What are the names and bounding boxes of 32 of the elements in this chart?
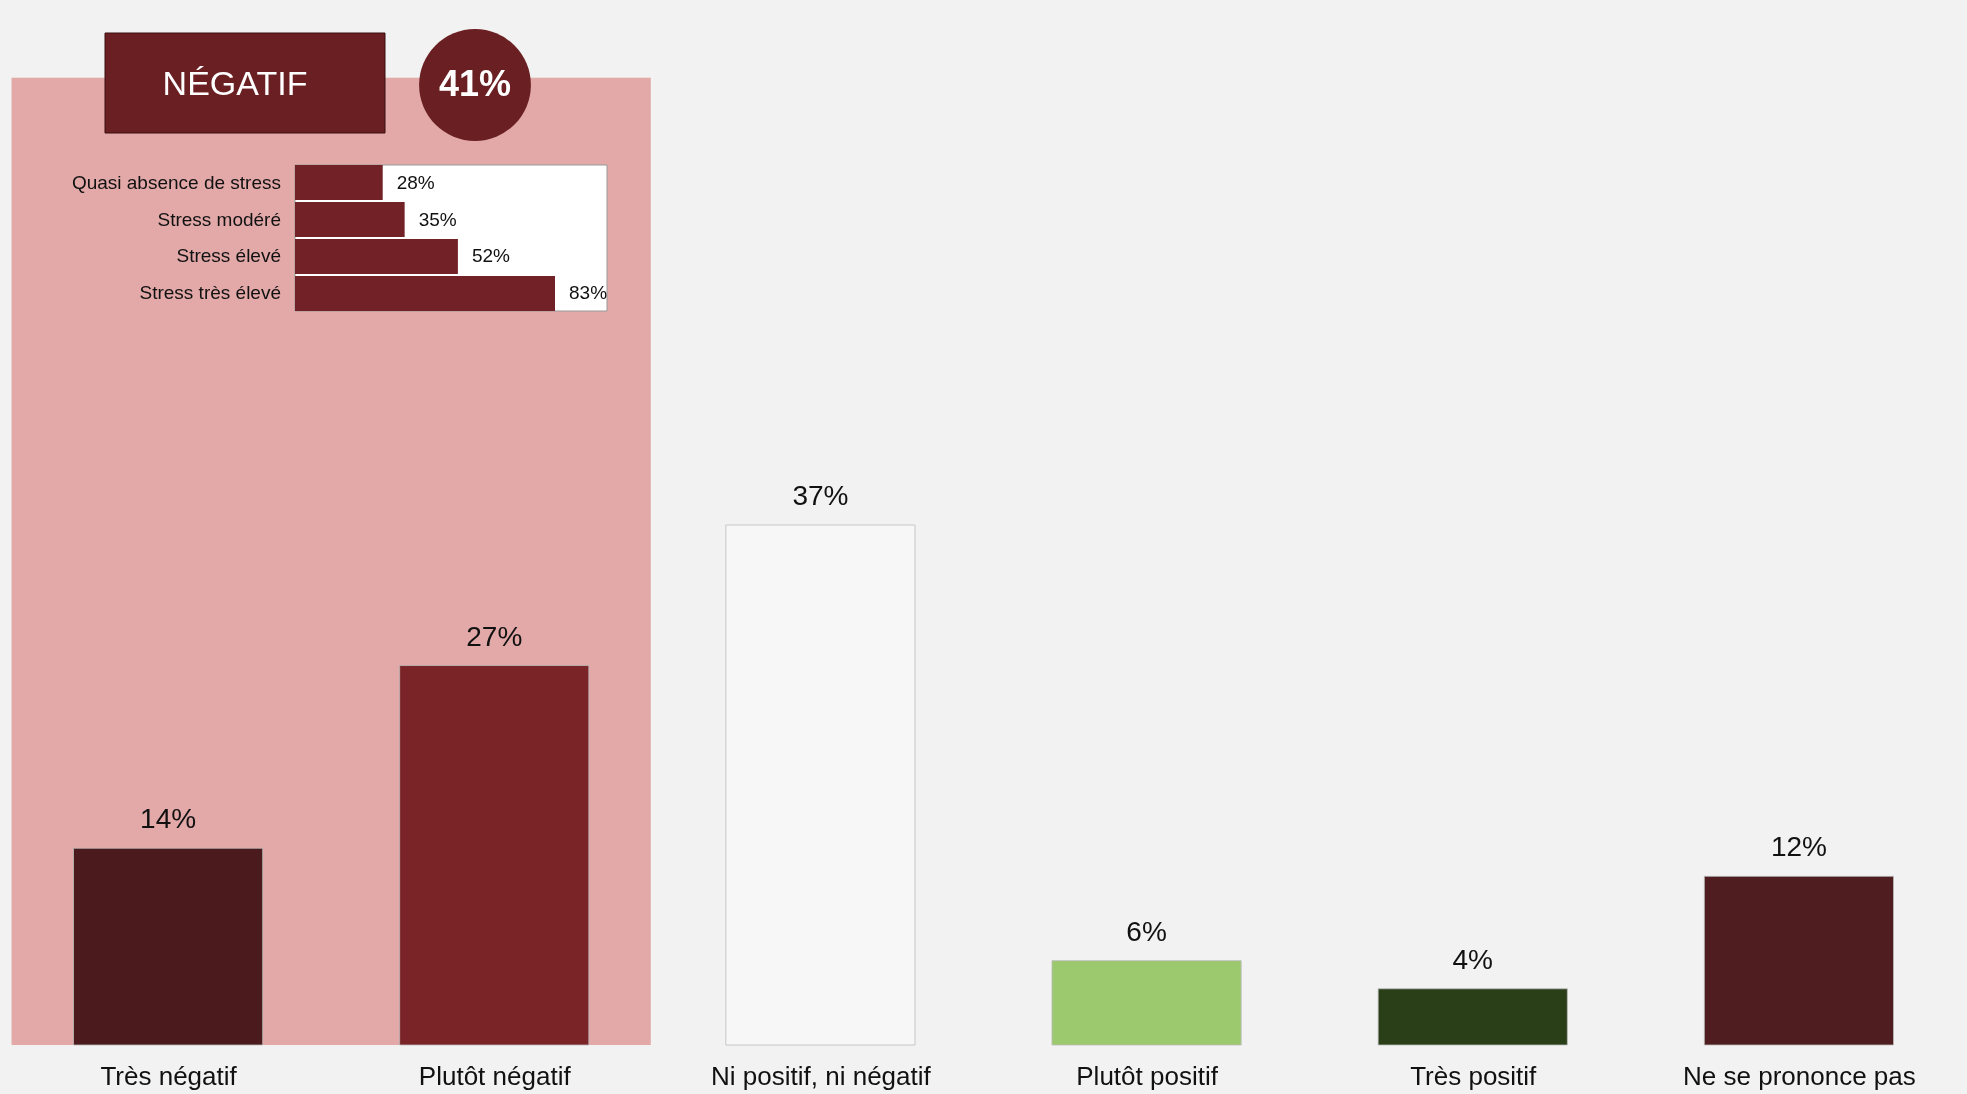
y-tick-label: Stress modéré [157, 208, 281, 230]
data-label: 14% [140, 803, 197, 835]
band-label: NÉGATIF [162, 64, 308, 102]
bar [295, 165, 383, 201]
bar [295, 238, 458, 275]
data-label: 28% [396, 172, 435, 194]
text: 41% [438, 63, 512, 104]
bar [725, 524, 916, 1046]
y-tick-label: Stress très élevé [139, 281, 281, 303]
bar [399, 665, 590, 1046]
x-tick-label: Très positif [1410, 1060, 1538, 1091]
y-tick-label: Stress élevé [176, 245, 281, 267]
data-label: 37% [792, 480, 849, 511]
x-tick-label: Très négatif [100, 1060, 238, 1091]
x-tick-label: Plutôt positif [1076, 1060, 1219, 1091]
data-label: 52% [471, 245, 511, 267]
data-label: 35% [418, 208, 457, 230]
data-label: 6% [1126, 915, 1167, 947]
y-tick-label: Quasi absence de stress [71, 172, 281, 194]
bar [295, 275, 555, 311]
data-label: 12% [1770, 831, 1827, 863]
x-tick-label: Ne se prononce pas [1683, 1060, 1916, 1091]
bar [1703, 875, 1894, 1046]
data-label: 4% [1452, 943, 1493, 975]
x-tick-label: Ni positif, ni négatif [711, 1060, 932, 1091]
data-label: 27% [466, 620, 523, 652]
data-label: 83% [569, 281, 608, 303]
bar [1051, 960, 1242, 1046]
bar [295, 201, 405, 238]
bar [1377, 988, 1568, 1046]
bar [73, 847, 264, 1046]
x-tick-label: Plutôt négatif [418, 1060, 572, 1091]
